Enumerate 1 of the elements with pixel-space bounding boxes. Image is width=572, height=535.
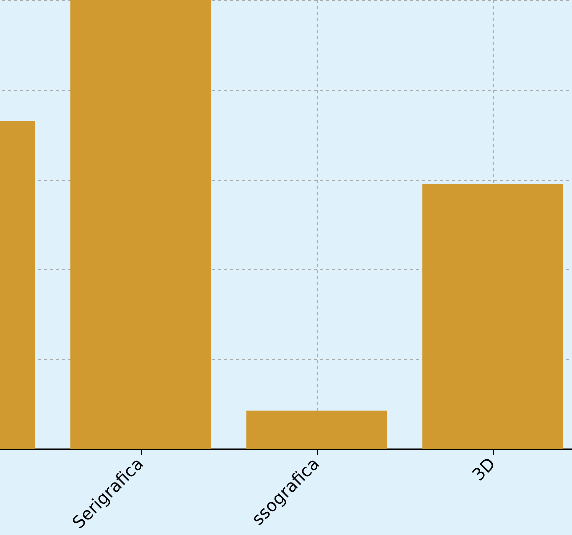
x-tick-label: 3D [469, 454, 500, 486]
